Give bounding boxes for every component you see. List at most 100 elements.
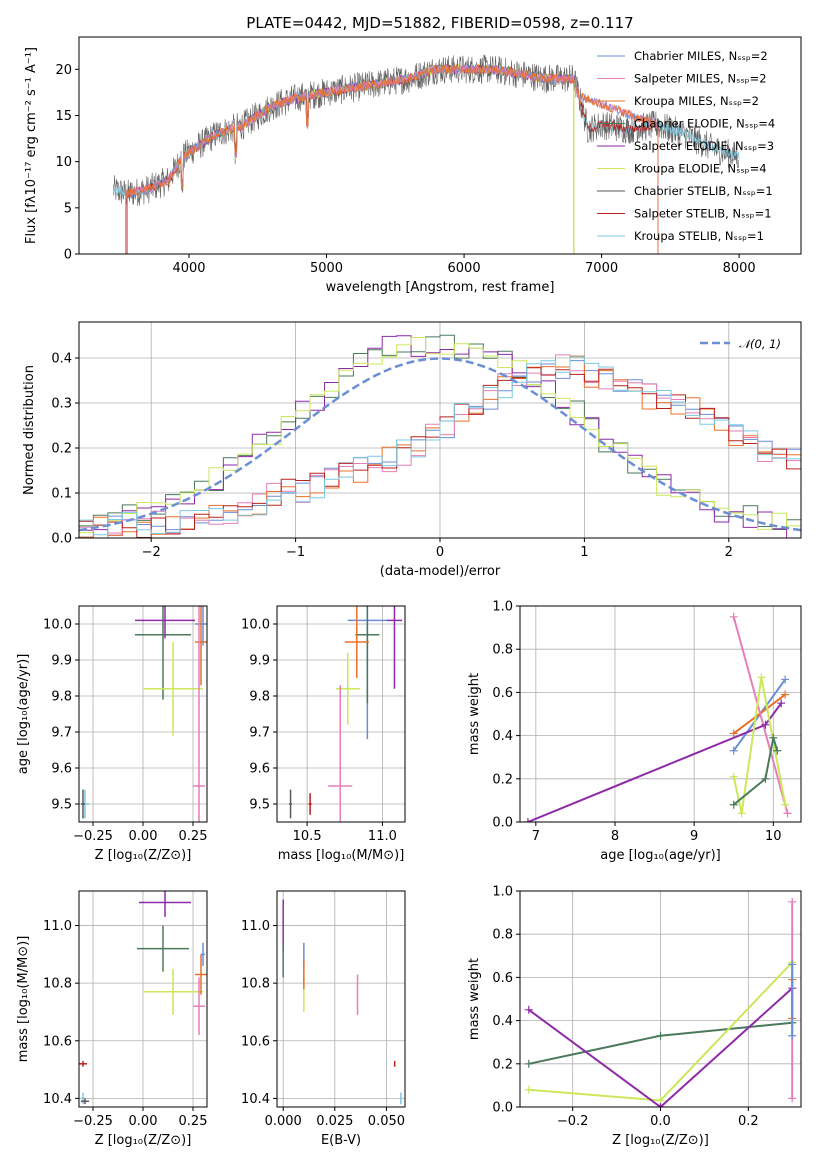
errorbar-salpeter_miles [328,685,353,822]
x-tick-label: −0.25 [73,829,113,844]
weight_vs_age-xlabel: age [log₁₀(age/yr)] [600,848,721,863]
series-marker [783,809,792,818]
residuals-panel: −2 −1 0 1 2 0.0 0.1 0.2 0.3 0.4 (data-model)/error… [22,321,802,579]
y-tick-label: 9.9 [249,654,270,669]
mass_vs_EBV-plot-area [282,899,402,1105]
series-marker [788,897,797,906]
y-tick-label: 9.6 [249,762,270,777]
weight_vs_Z-xlabel: Z [log₁₀(Z/Z⊙)] [612,1133,709,1148]
x-tick-label: 7 [532,829,540,844]
x-tick-label: −0.2 [557,1114,589,1129]
y-tick-label: 0.6 [492,971,513,986]
series-marker [524,1085,533,1094]
age_vs_mass-panel: 10.5 11.0 9.5 9.6 9.7 9.8 9.9 10.0 mass [log₁₀(M… [241,605,406,863]
x-tick-label: 0.00 [129,829,158,844]
y-tick-label: 0.0 [492,1101,513,1116]
mass_vs_EBV-panel: 0.000 0.025 0.050 10.4 10.6 10.8 11.0 E(B-V) [241,890,406,1148]
y-tick-label: 0.2 [492,772,513,787]
x-tick-label: −1 [286,545,305,560]
y-tick-label: 1.0 [492,885,513,900]
y-tick-label: 10.6 [241,1034,270,1049]
y-tick-label: 1.0 [492,600,513,615]
legend-label: Salpeter ELODIE, Nₛₛₚ=3 [634,139,774,153]
errorbar-kroupa_elodie [143,968,203,1015]
age_vs_mass-xlabel: mass [log₁₀(M/M⊙)] [278,848,405,863]
x-tick-label: 8000 [723,261,756,276]
gaussian-curve [79,357,801,532]
errorbar-salpeter_miles [193,606,205,822]
x-tick-label: −2 [142,545,161,560]
y-tick-label: 11.0 [241,919,270,934]
y-tick-label: 10.8 [43,977,72,992]
series-marker [656,1103,665,1107]
errorbar-salpeter_miles [193,977,205,1035]
series-marker [781,690,790,699]
y-tick-label: 0.2 [51,442,72,457]
mass_vs_Z-xlabel: Z [log₁₀(Z/Z⊙)] [95,1133,192,1148]
age_vs_Z-ylabel: age [log₁₀(age/yr)] [16,654,31,775]
weight_vs_Z-plot-area [524,897,797,1107]
residuals-ylabel: Normed distribution [22,365,37,495]
errorbar-chabrier_elodie [135,606,191,700]
legend-label: Salpeter STELIB, Nₛₛₚ=1 [634,207,772,221]
y-tick-label: 10.4 [241,1092,270,1107]
x-tick-label: 0.0 [650,1114,671,1129]
weight_vs_age-panel: 7 8 9 10 0.0 0.2 0.4 0.6 0.8 1.0 age [log₁₀(age/yr… [467,600,802,863]
series-marker [769,733,778,742]
legend-label: Chabrier STELIB, Nₛₛₚ=1 [634,184,773,198]
mass_vs_EBV-grid [277,891,405,1107]
errorbar-salpeter_elodie [386,606,402,689]
errorbar-salpeter_stelib [79,1060,87,1067]
x-tick-label: 0.25 [179,829,208,844]
x-tick-label: 0 [436,545,444,560]
series-marker [788,1094,797,1103]
y-tick-label: 0.8 [492,643,513,658]
x-tick-label: 10.5 [293,829,322,844]
errorbar-salpeter_elodie [135,606,195,639]
legend-label: Chabrier MILES, Nₛₛₚ=2 [634,49,768,63]
mass_vs_EBV-frame [276,890,406,1108]
series-marker [737,809,746,818]
x-tick-label: 1 [580,545,588,560]
x-tick-label: 0.050 [368,1114,405,1129]
age_vs_Z-xlabel: Z [log₁₀(Z/Z⊙)] [95,848,192,863]
y-tick-label: 10 [55,155,72,170]
y-tick-label: 0.3 [51,397,72,412]
age_vs_Z-grid [79,606,207,822]
series-marker [781,675,790,684]
series-marker [781,800,790,809]
age_vs_mass-grid [277,606,405,822]
weight_vs_Z-ylabel: mass weight [467,958,482,1040]
y-tick-label: 9.7 [51,726,72,741]
weight_vs_age-plot-area [523,612,792,822]
spectrum-plot-area [113,54,740,254]
series-marker [524,1059,533,1068]
age_vs_mass-frame [276,605,406,823]
spectrum-series-chabrier_elodie [174,63,575,254]
series-marker [523,818,532,822]
series-marker [729,729,738,738]
series-chabrier_elodie [729,733,782,809]
series-line [733,737,779,806]
series-marker [729,612,738,621]
y-tick-label: 20 [55,63,72,78]
y-tick-label: 0.0 [51,532,72,547]
weight_vs_age-ylabel: mass weight [467,673,482,755]
y-tick-label: 10.4 [43,1092,72,1107]
y-tick-label: 0.4 [492,1014,513,1029]
series-marker [788,960,797,969]
y-tick-label: 0.4 [492,729,513,744]
legend-label: Salpeter MILES, Nₛₛₚ=2 [634,72,767,86]
legend-label: Kroupa STELIB, Nₛₛₚ=1 [634,229,764,243]
y-tick-label: 0.1 [51,487,72,502]
y-tick-label: 0.0 [492,816,513,831]
spectrum-series-salpeter_miles [125,63,659,254]
series-marker [729,772,738,781]
mass_vs_EBV-xlabel: E(B-V) [321,1133,361,1148]
x-tick-label: 5000 [310,261,343,276]
x-tick-label: 8 [611,829,619,844]
series-line [528,987,793,1107]
errorbar-chabrier_elodie [355,606,380,704]
y-tick-label: 15 [55,109,72,124]
x-tick-label: 7000 [585,261,618,276]
